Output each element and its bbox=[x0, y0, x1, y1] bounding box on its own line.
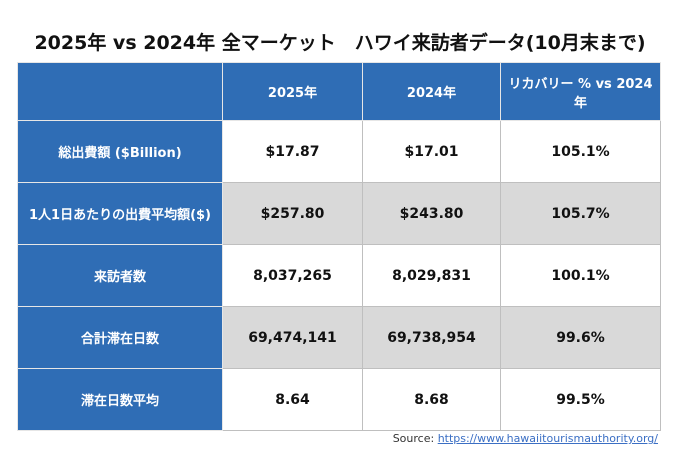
source: Source: https://www.hawaiitourismauthori… bbox=[393, 432, 658, 445]
cell: 100.1% bbox=[500, 244, 661, 307]
cell: 99.5% bbox=[500, 368, 661, 431]
cell: 69,474,141 bbox=[222, 306, 363, 369]
cell: 99.6% bbox=[500, 306, 661, 369]
cell: $243.80 bbox=[362, 182, 501, 245]
table-row: 1人1日あたりの出費平均額($) $257.80 $243.80 105.7% bbox=[17, 182, 661, 245]
table-row: 合計滞在日数 69,474,141 69,738,954 99.6% bbox=[17, 306, 661, 369]
header-row: 2025年 2024年 リカバリー % vs 2024年 bbox=[17, 62, 661, 121]
cell: $257.80 bbox=[222, 182, 363, 245]
cell: $17.01 bbox=[362, 120, 501, 183]
cell: 105.7% bbox=[500, 182, 661, 245]
row-label: 合計滞在日数 bbox=[17, 306, 223, 369]
cell: 69,738,954 bbox=[362, 306, 501, 369]
row-label: 総出費額 ($Billion) bbox=[17, 120, 223, 183]
table-body: 総出費額 ($Billion) $17.87 $17.01 105.1% 1人1日あたり… bbox=[17, 120, 661, 431]
table-row: 滞在日数平均 8.64 8.68 99.5% bbox=[17, 368, 661, 431]
data-table: 2025年 2024年 リカバリー % vs 2024年 総出費額 ($Billio… bbox=[17, 62, 661, 431]
column-header: 2025年 bbox=[222, 62, 363, 121]
corner-cell bbox=[17, 62, 223, 121]
cell: 8.68 bbox=[362, 368, 501, 431]
table-row: 総出費額 ($Billion) $17.87 $17.01 105.1% bbox=[17, 120, 661, 183]
row-label: 滞在日数平均 bbox=[17, 368, 223, 431]
cell: 8,029,831 bbox=[362, 244, 501, 307]
cell: 8.64 bbox=[222, 368, 363, 431]
source-link[interactable]: https://www.hawaiitourismauthority.org/ bbox=[437, 432, 658, 445]
table-row: 来訪者数 8,037,265 8,029,831 100.1% bbox=[17, 244, 661, 307]
row-label: 1人1日あたりの出費平均額($) bbox=[17, 182, 223, 245]
source-label: Source: bbox=[392, 432, 435, 445]
cell: $17.87 bbox=[222, 120, 363, 183]
column-header: 2024年 bbox=[362, 62, 501, 121]
cell: 8,037,265 bbox=[222, 244, 363, 307]
title: 2025年 vs 2024年 全マーケット ハワイ来訪者データ(10月末まで) bbox=[34, 32, 646, 54]
cell: 105.1% bbox=[500, 120, 661, 183]
column-header: リカバリー % vs 2024年 bbox=[500, 62, 661, 121]
row-label: 来訪者数 bbox=[17, 244, 223, 307]
